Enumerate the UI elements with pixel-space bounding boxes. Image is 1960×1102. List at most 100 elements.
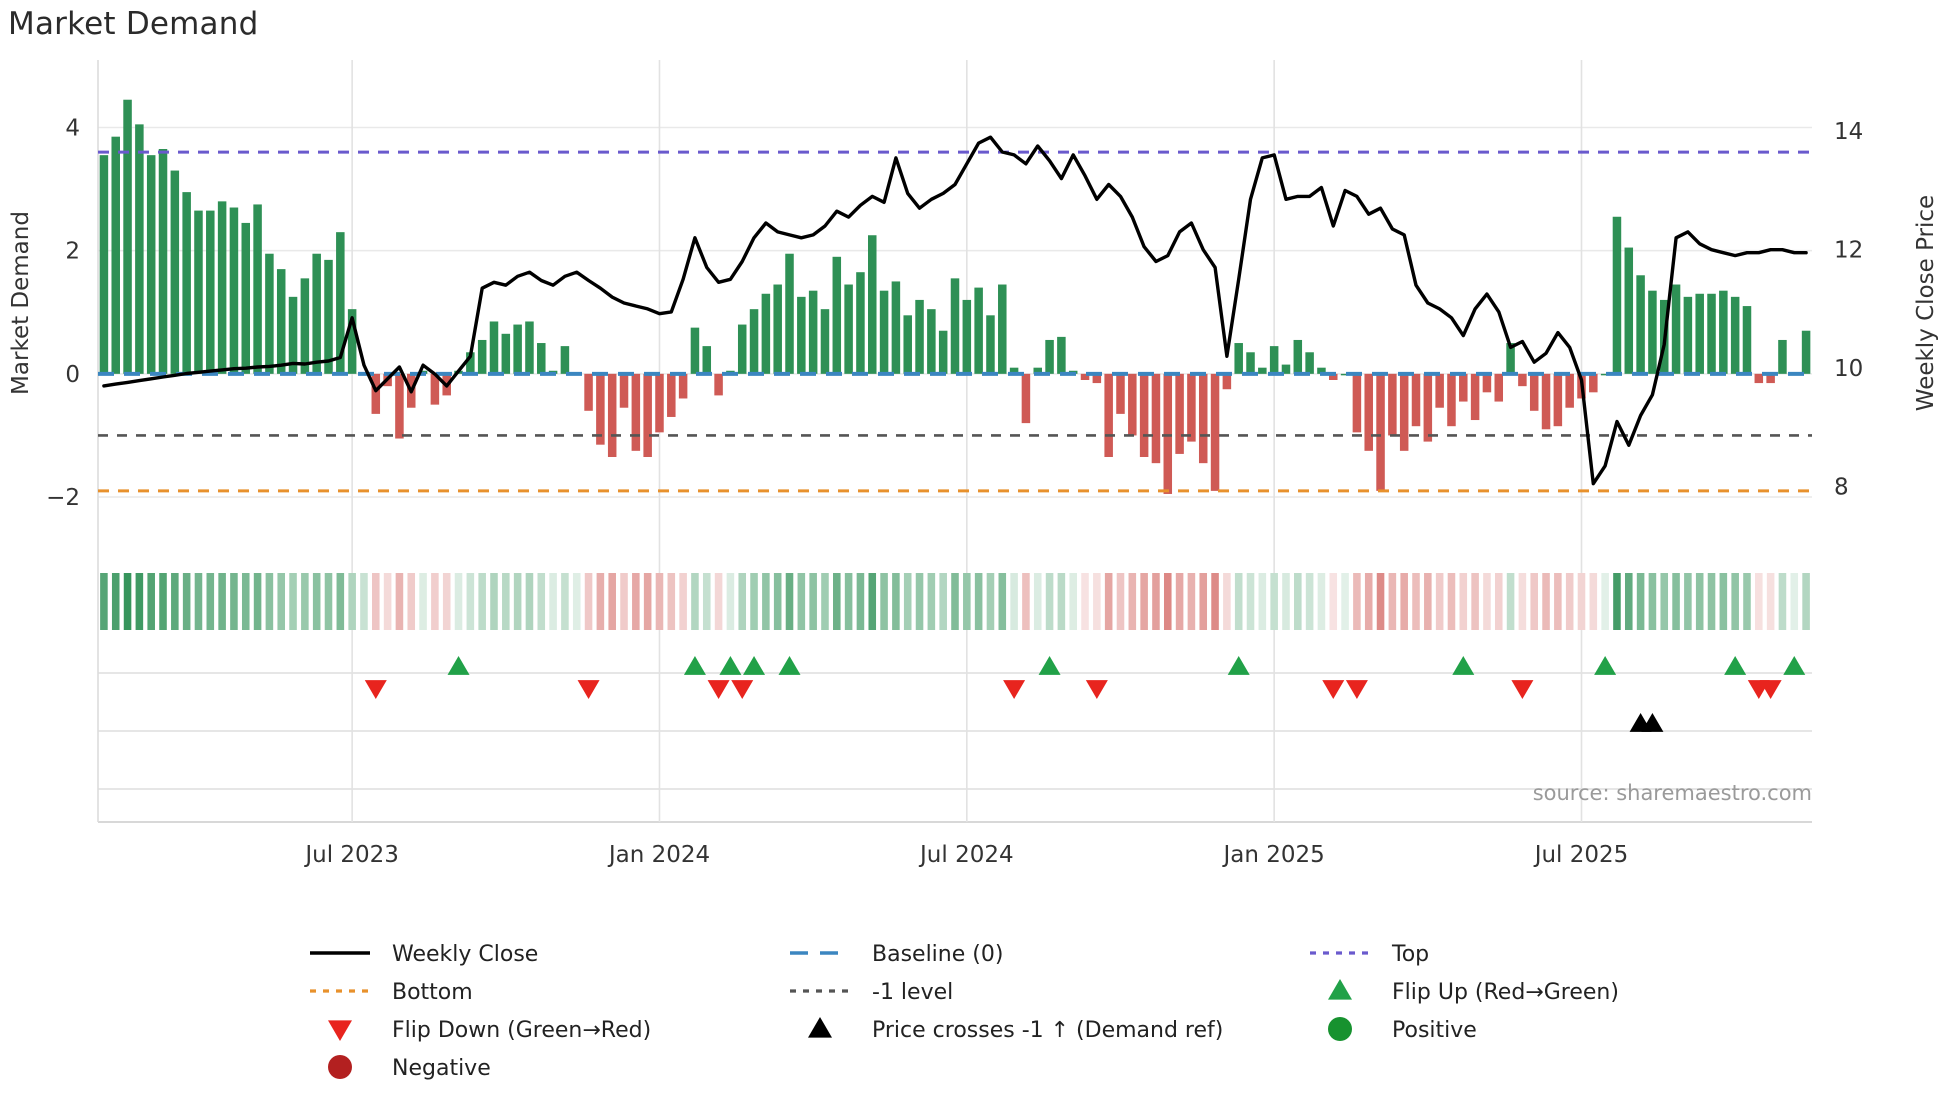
heatmap-cell	[856, 573, 865, 630]
heatmap-cell	[773, 573, 782, 630]
heatmap-cell	[1329, 573, 1338, 630]
heatmap-cell	[1282, 573, 1290, 630]
legend-item-label: Positive	[1392, 1018, 1477, 1043]
demand-bar-positive	[525, 321, 534, 374]
demand-bar-negative	[1529, 373, 1539, 411]
legend-item[interactable]: Negative	[328, 1055, 491, 1081]
demand-bar-positive	[903, 315, 912, 374]
heatmap-cell	[383, 573, 392, 630]
heatmap-cell	[502, 573, 510, 630]
demand-bar-positive	[891, 281, 901, 374]
heatmap-cell	[241, 573, 250, 630]
heatmap-cell	[123, 573, 132, 630]
heatmap-cell	[998, 573, 1007, 630]
demand-bar-positive	[537, 343, 546, 374]
heatmap-cell	[159, 573, 167, 630]
flip-up-marker	[1038, 656, 1061, 675]
legend-item[interactable]: Flip Down (Green→Red)	[328, 1018, 651, 1043]
demand-bar-positive	[170, 170, 180, 374]
markers-layer	[364, 656, 1806, 732]
heatmap-cell	[1518, 573, 1527, 630]
heatmap-cell	[253, 573, 262, 630]
heatmap-cell	[265, 573, 274, 630]
demand-bar-negative	[667, 373, 676, 417]
heatmap-cell	[750, 573, 758, 630]
heatmap-strip-layer	[100, 573, 1810, 630]
demand-bar-negative	[1399, 373, 1409, 451]
demand-bar-negative	[1388, 373, 1397, 436]
heatmap-cell	[1116, 573, 1125, 630]
demand-bar-positive	[820, 309, 830, 374]
heatmap-cell	[1577, 573, 1586, 630]
legend-item-label: Negative	[392, 1056, 491, 1081]
heatmap-cell	[833, 573, 841, 630]
demand-bar-negative	[596, 373, 605, 445]
heatmap-cell	[312, 573, 321, 630]
weekly-close-line	[102, 135, 1808, 486]
demand-bar-positive	[466, 352, 475, 374]
heatmap-cell	[1589, 573, 1598, 630]
heatmap-cell	[915, 573, 924, 630]
legend-item-label: Weekly Close	[392, 942, 538, 967]
left-axis-tick-label: 0	[65, 362, 80, 388]
flip-up-marker	[1452, 656, 1475, 675]
flip-down-marker	[1511, 680, 1534, 699]
heatmap-cell	[1234, 573, 1243, 630]
legend-item[interactable]: Flip Up (Red→Green)	[1328, 979, 1619, 1005]
legend-item[interactable]: Positive	[1328, 1017, 1477, 1043]
right-axis-tick-label: 14	[1834, 119, 1863, 145]
heatmap-cell	[868, 573, 877, 630]
demand-bar-negative	[1092, 373, 1102, 384]
legend-item[interactable]: Bottom	[310, 980, 473, 1005]
heatmap-cell	[1483, 573, 1491, 630]
heatmap-cell	[632, 573, 640, 630]
demand-bar-positive	[785, 253, 794, 374]
heatmap-cell	[431, 573, 439, 630]
heatmap-cell	[963, 573, 971, 630]
demand-bar-positive	[998, 284, 1007, 374]
demand-bar-positive	[217, 201, 227, 374]
demand-bar-positive	[1258, 367, 1267, 374]
heatmap-cell	[466, 573, 475, 630]
demand-bar-positive	[324, 259, 333, 374]
heatmap-cell	[1435, 573, 1444, 630]
heatmap-cell	[572, 573, 581, 630]
left-axis-title: Market Demand	[8, 211, 34, 395]
legend-item[interactable]: -1 level	[790, 980, 953, 1005]
legend-triangle-up-swatch	[808, 1017, 832, 1038]
demand-bar-negative	[631, 373, 641, 451]
legend-item[interactable]: Weekly Close	[310, 942, 538, 967]
demand-bar-positive	[312, 253, 321, 374]
heatmap-cell	[1542, 573, 1550, 630]
demand-bar-positive	[182, 192, 191, 374]
heatmap-cell	[1601, 573, 1609, 630]
demand-bar-negative	[1589, 373, 1598, 393]
demand-bar-negative	[655, 373, 664, 433]
legend-item[interactable]: Price crosses -1 ↑ (Demand ref)	[808, 1017, 1223, 1043]
demand-bar-negative	[1482, 373, 1492, 393]
heatmap-cell	[986, 573, 995, 630]
heatmap-cell	[821, 573, 829, 630]
demand-bar-positive	[99, 155, 109, 374]
x-axis-tick-label: Jul 2024	[918, 842, 1014, 868]
demand-bar-negative	[1447, 373, 1456, 427]
demand-bar-negative	[619, 373, 629, 408]
heatmap-cell	[1258, 573, 1267, 630]
heatmap-cell	[1400, 573, 1408, 630]
flip-up-marker	[719, 656, 742, 675]
heatmap-cell	[336, 573, 345, 630]
heatmap-cell	[301, 573, 309, 630]
demand-bar-positive	[1695, 293, 1704, 374]
heatmap-cell	[206, 573, 215, 630]
heatmap-cell	[1104, 573, 1113, 630]
heatmap-cell	[1707, 573, 1716, 630]
demand-bar-negative	[1116, 373, 1125, 414]
legend-item-label: Flip Up (Red→Green)	[1392, 980, 1619, 1005]
legend-item[interactable]: Baseline (0)	[790, 942, 1003, 967]
x-axis-tick-label: Jul 2023	[303, 842, 399, 868]
demand-bar-positive	[962, 299, 972, 374]
heatmap-cell	[738, 573, 747, 630]
heatmap-cell	[679, 573, 687, 630]
legend-item[interactable]: Top	[1310, 942, 1429, 967]
